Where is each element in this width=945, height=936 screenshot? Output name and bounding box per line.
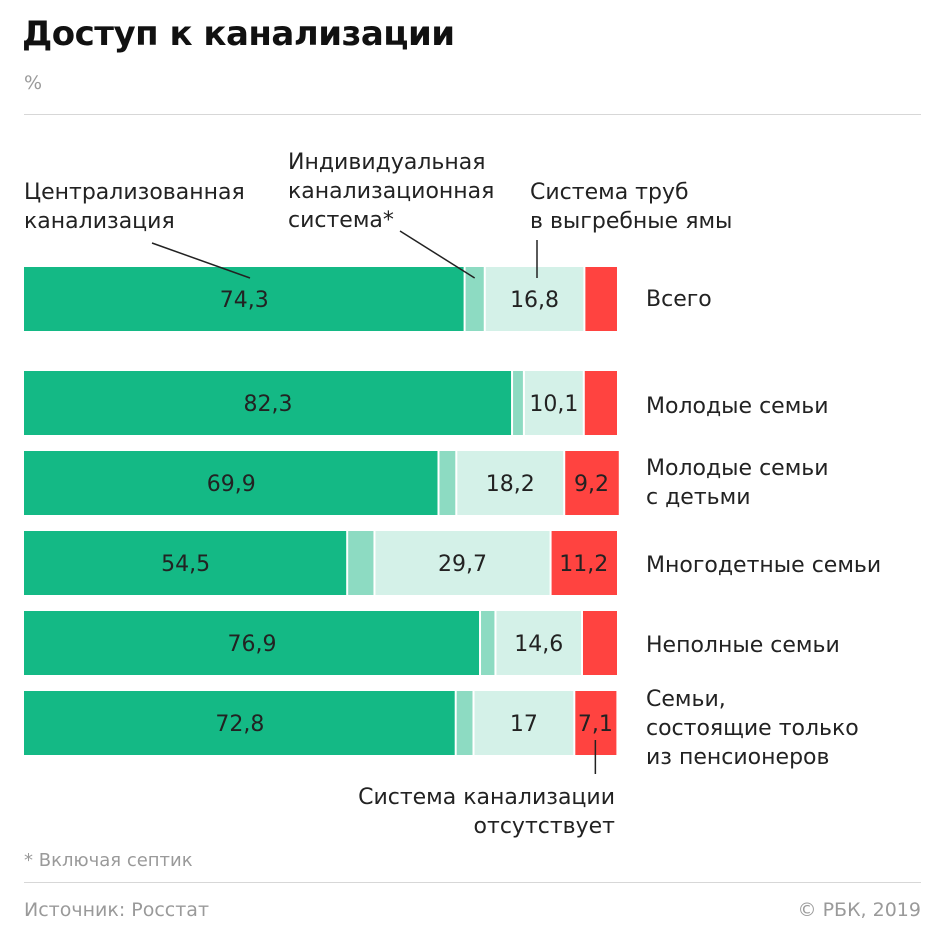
bar-single-parent-pipes — [495, 611, 583, 675]
footnote: * Включая септик — [24, 850, 193, 871]
top-divider — [24, 114, 921, 115]
leader-line-individual — [399, 230, 476, 279]
value-label-single-parent-pipes: 14,6 — [514, 632, 563, 657]
bar-young-individual — [512, 371, 524, 435]
value-label-young-pipes: 10,1 — [529, 392, 578, 417]
bar-young-children-central — [24, 451, 439, 515]
bar-pensioners-pipes — [473, 691, 575, 755]
value-label-young-children-none: 9,2 — [574, 472, 609, 497]
row-label-large: Многодетные семьи — [646, 553, 882, 578]
bar-young-none — [583, 371, 617, 435]
row-label-young-children: Молодые семьи с детьми — [646, 456, 829, 510]
value-label-pensioners-none: 7,1 — [578, 712, 613, 737]
copyright-label: © РБК, 2019 — [797, 899, 921, 921]
bar-large-central — [24, 531, 348, 595]
bar-large-none — [550, 531, 617, 595]
row-label-total: Всего — [646, 287, 712, 312]
chart-title: Доступ к канализации — [22, 14, 455, 54]
bar-young-pipes — [523, 371, 584, 435]
bar-single-parent-central — [24, 611, 481, 675]
bar-pensioners-individual — [455, 691, 474, 755]
bar-pensioners-central — [24, 691, 456, 755]
bar-total-individual — [464, 267, 485, 331]
row-label-young: Молодые семьи — [646, 394, 829, 419]
value-label-large-none: 11,2 — [559, 552, 608, 577]
legend-pipes: Система труб в выгребные ямы — [530, 180, 733, 234]
source-label: Источник: Росстат — [24, 899, 210, 921]
unit-label: % — [24, 72, 43, 94]
value-label-pensioners-central: 72,8 — [215, 712, 264, 737]
value-label-total-pipes: 16,8 — [510, 288, 559, 313]
bar-young-children-none — [564, 451, 619, 515]
legend-central: Централизованная канализация — [24, 180, 245, 234]
bar-total-pipes — [484, 267, 585, 331]
bar-large-pipes — [374, 531, 551, 595]
value-label-young-children-central: 69,9 — [207, 472, 256, 497]
bar-single-parent-none — [582, 611, 617, 675]
bar-young-children-pipes — [456, 451, 565, 515]
bar-single-parent-individual — [480, 611, 496, 675]
bottom-divider — [24, 882, 921, 883]
value-label-large-central: 54,5 — [161, 552, 210, 577]
bar-young-central — [24, 371, 513, 435]
value-label-young-central: 82,3 — [244, 392, 293, 417]
value-label-total-central: 74,3 — [220, 288, 269, 313]
bar-young-children-individual — [438, 451, 457, 515]
legend-individual: Индивидуальная канализационная система* — [288, 150, 495, 233]
bar-total-central — [24, 267, 465, 331]
value-label-pensioners-pipes: 17 — [510, 712, 538, 737]
value-label-single-parent-central: 76,9 — [228, 632, 277, 657]
value-label-large-pipes: 29,7 — [438, 552, 487, 577]
legend-none: Система канализации отсутствует — [358, 785, 615, 839]
leader-line-central — [151, 242, 251, 279]
row-label-single-parent: Неполные семьи — [646, 633, 840, 658]
value-label-young-children-pipes: 18,2 — [486, 472, 535, 497]
bar-large-individual — [347, 531, 375, 595]
row-label-pensioners: Семьи, состоящие только из пенсионеров — [646, 687, 859, 770]
bar-total-none — [584, 267, 617, 331]
